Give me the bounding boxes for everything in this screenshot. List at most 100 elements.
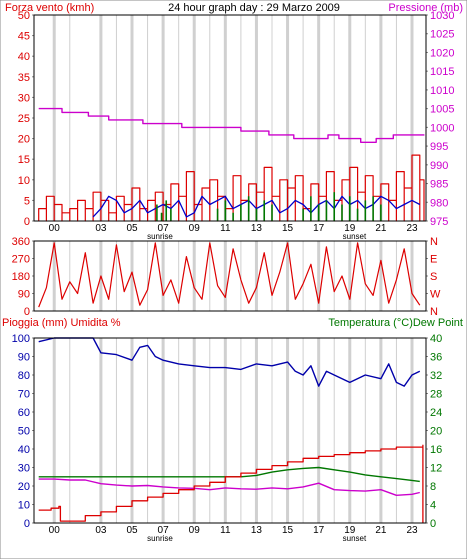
y2-tick-label: 36 xyxy=(430,352,442,364)
x-tick-label: 00 xyxy=(49,525,61,536)
plot-area xyxy=(34,338,426,523)
wind-axis-label: Forza vento (kmh) xyxy=(5,2,94,14)
panel-rain-humidity-temperature: Pioggia (mm) Umidita % Temperatura (°C)De… xyxy=(2,317,463,543)
x-tick-label: 09 xyxy=(189,525,201,536)
y-tick-label: 180 xyxy=(12,271,30,283)
y-tick-label: 40 xyxy=(18,444,30,456)
x-tick-label: 07 xyxy=(158,223,170,234)
x-tick-label: 19 xyxy=(344,525,356,536)
series-wind-direction xyxy=(38,242,421,308)
x-tick-label: 21 xyxy=(375,525,387,536)
y-tick-label: 0 xyxy=(24,518,30,530)
pressure-axis-label: Pressione (mb) xyxy=(388,2,463,14)
y2-tick-label: 1025 xyxy=(430,29,454,41)
y-tick-label: 90 xyxy=(18,352,30,364)
y2-tick-label: 32 xyxy=(430,370,442,382)
y2-tick-label: 0 xyxy=(430,518,436,530)
y2-tick-label: W xyxy=(430,289,441,301)
y2-tick-label: 12 xyxy=(430,463,442,475)
y2-tick-label: 975 xyxy=(430,216,448,228)
y-tick-label: 30 xyxy=(18,92,30,104)
y2-tick-label: 16 xyxy=(430,444,442,456)
x-tick-label: 17 xyxy=(313,525,325,536)
panels: 0510152025303540455097598098599099510001… xyxy=(2,10,463,543)
x-tick-label: 23 xyxy=(406,525,418,536)
y-tick-label: 35 xyxy=(18,72,30,84)
x-tick-label: 03 xyxy=(95,525,107,536)
y2-tick-label: 4 xyxy=(430,500,436,512)
y2-tick-label: 1010 xyxy=(430,85,454,97)
y-tick-label: 270 xyxy=(12,254,30,266)
y2-tick-label: 1015 xyxy=(430,66,454,78)
y-tick-label: 70 xyxy=(18,389,30,401)
sunrise-label: sunrise xyxy=(147,232,173,241)
plot-area xyxy=(34,15,426,221)
y2-tick-label: 28 xyxy=(430,389,442,401)
plot-border xyxy=(33,14,427,222)
x-tick-label: 13 xyxy=(251,223,263,234)
x-tick-label: 11 xyxy=(220,223,231,234)
y-tick-label: 0 xyxy=(24,216,30,228)
x-tick-label: 09 xyxy=(189,223,201,234)
x-tick-label: 00 xyxy=(49,223,61,234)
y2-tick-label: 20 xyxy=(430,426,442,438)
y-tick-label: 10 xyxy=(18,500,30,512)
y2-tick-label: 24 xyxy=(430,407,442,419)
x-tick-label: 03 xyxy=(95,223,107,234)
plot-border xyxy=(33,337,427,524)
y-tick-label: 50 xyxy=(18,426,30,438)
x-tick-label: 11 xyxy=(220,525,231,536)
x-tick-label: 13 xyxy=(251,525,263,536)
series-humidity xyxy=(38,337,421,387)
sunset-label: sunset xyxy=(343,534,367,543)
y-tick-label: 50 xyxy=(18,10,30,22)
y2-tick-label: 1020 xyxy=(430,47,454,59)
series-rain xyxy=(38,444,424,523)
x-tick-label: 19 xyxy=(344,223,356,234)
y-tick-label: 45 xyxy=(18,31,30,43)
x-tick-label: 23 xyxy=(406,223,418,234)
y-tick-label: 360 xyxy=(12,236,30,248)
chart-title: 24 hour graph day : 29 Marzo 2009 xyxy=(168,2,340,14)
y2-tick-label: 1030 xyxy=(430,10,454,22)
y2-tick-label: 40 xyxy=(430,333,442,345)
y-tick-label: 15 xyxy=(18,154,30,166)
series-pressure xyxy=(38,107,425,144)
y2-tick-label: N xyxy=(430,306,438,318)
y2-tick-label: 1000 xyxy=(430,122,454,134)
temperature-dewpoint-axis-label: Temperatura (°C)Dew Point xyxy=(328,317,463,329)
y2-tick-label: S xyxy=(430,271,437,283)
y2-tick-label: 990 xyxy=(430,160,448,172)
sunrise-label: sunrise xyxy=(147,534,173,543)
y-tick-label: 0 xyxy=(24,306,30,318)
rain-humidity-axis-label: Pioggia (mm) Umidita % xyxy=(2,317,121,329)
x-tick-label: 05 xyxy=(126,223,138,234)
y2-tick-label: N xyxy=(430,236,438,248)
y2-tick-label: 985 xyxy=(430,179,448,191)
y-tick-label: 20 xyxy=(18,481,30,493)
y-tick-label: 25 xyxy=(18,113,30,125)
series-dewpoint xyxy=(38,478,420,496)
x-tick-label: 07 xyxy=(158,525,170,536)
y-tick-label: 90 xyxy=(18,289,30,301)
y2-tick-label: E xyxy=(430,254,437,266)
x-tick-label: 15 xyxy=(282,525,294,536)
y-tick-label: 5 xyxy=(24,195,30,207)
y2-tick-label: 995 xyxy=(430,141,448,153)
y-tick-label: 80 xyxy=(18,370,30,382)
panel-wind-pressure: 0510152025303540455097598098599099510001… xyxy=(18,10,455,241)
y-tick-label: 30 xyxy=(18,463,30,475)
y-tick-label: 100 xyxy=(12,333,30,345)
x-tick-label: 05 xyxy=(126,525,138,536)
x-tick-label: 15 xyxy=(282,223,294,234)
y2-tick-label: 980 xyxy=(430,197,448,209)
y-tick-label: 20 xyxy=(18,134,30,146)
x-tick-label: 17 xyxy=(313,223,325,234)
plot-area xyxy=(34,241,426,311)
y2-tick-label: 1005 xyxy=(430,104,454,116)
y-tick-label: 60 xyxy=(18,407,30,419)
plot-border xyxy=(33,240,427,312)
x-tick-label: 21 xyxy=(375,223,387,234)
